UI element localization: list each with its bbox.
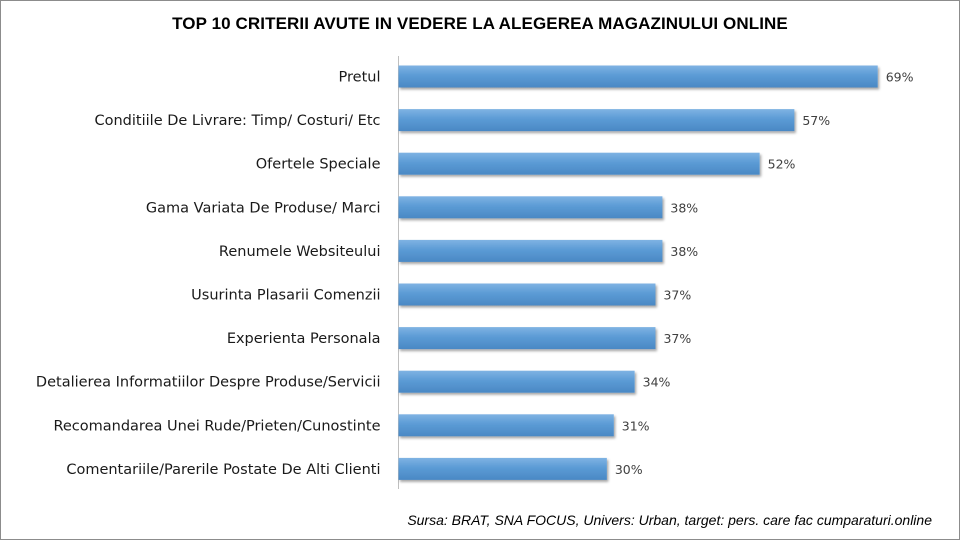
value-label: 31% bbox=[622, 418, 650, 433]
bar-3 bbox=[398, 152, 760, 175]
source-note: Sursa: BRAT, SNA FOCUS, Univers: Urban, … bbox=[407, 512, 932, 528]
value-label: 38% bbox=[670, 200, 698, 215]
value-label: 30% bbox=[615, 462, 643, 477]
value-label: 37% bbox=[663, 331, 691, 346]
category-label: Ofertele Speciale bbox=[256, 157, 381, 173]
bar-8 bbox=[398, 370, 635, 393]
value-label: 52% bbox=[768, 157, 796, 172]
category-label: Experienta Personala bbox=[227, 331, 381, 347]
chart-title: TOP 10 CRITERII AVUTE IN VEDERE LA ALEGE… bbox=[172, 14, 788, 33]
value-label: 34% bbox=[643, 375, 671, 390]
bars-layer bbox=[398, 65, 878, 480]
bar-4 bbox=[398, 196, 663, 219]
bar-9 bbox=[398, 414, 614, 437]
value-label: 38% bbox=[670, 244, 698, 259]
category-label: Usurinta Plasarii Comenzii bbox=[191, 288, 380, 304]
category-label: Renumele Websiteului bbox=[219, 244, 381, 260]
category-label: Detalierea Informatiilor Despre Produse/… bbox=[36, 375, 381, 391]
bar-2 bbox=[398, 109, 795, 132]
category-label: Conditiile De Livrare: Timp/ Costuri/ Et… bbox=[95, 113, 381, 129]
bar-6 bbox=[398, 283, 656, 306]
labels-layer: Pretul 69% Conditiile De Livrare: Timp/ Co… bbox=[36, 70, 914, 478]
category-label: Pretul bbox=[339, 70, 381, 86]
value-label: 37% bbox=[663, 288, 691, 303]
value-label: 57% bbox=[802, 113, 830, 128]
category-label: Comentariile/Parerile Postate De Alti Cl… bbox=[66, 462, 380, 478]
bar-1 bbox=[398, 65, 878, 88]
category-label: Gama Variata De Produse/ Marci bbox=[146, 200, 381, 216]
bar-10 bbox=[398, 457, 607, 480]
value-label: 69% bbox=[886, 70, 914, 85]
bar-7 bbox=[398, 327, 656, 350]
category-label: Recomandarea Unei Rude/Prieten/Cunostint… bbox=[53, 418, 380, 434]
bar-5 bbox=[398, 239, 663, 262]
